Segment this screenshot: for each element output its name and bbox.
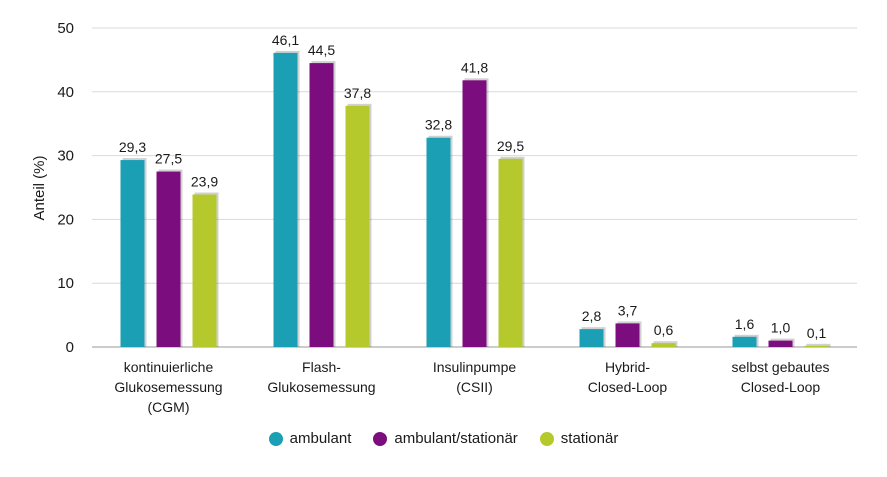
data-label: 2,8 xyxy=(582,308,602,324)
x-category-label: selbst gebautes xyxy=(731,359,829,375)
x-category-label: Hybrid- xyxy=(605,359,650,375)
x-category-label: Flash- xyxy=(302,359,341,375)
x-category-label: Insulinpumpe xyxy=(433,359,516,375)
bar xyxy=(426,137,451,347)
bar xyxy=(768,340,793,347)
y-tick-label: 10 xyxy=(57,275,74,292)
bar xyxy=(192,194,217,347)
x-category-label: Closed-Loop xyxy=(588,379,668,395)
legend-item: ambulant xyxy=(268,430,352,447)
y-tick-label: 0 xyxy=(66,339,74,356)
data-label: 46,1 xyxy=(272,32,299,48)
legend-label: stationär xyxy=(560,430,619,447)
legend-label: ambulant/stationär xyxy=(394,430,518,447)
bar xyxy=(732,336,757,347)
bar xyxy=(804,345,829,347)
bar xyxy=(273,52,298,348)
bar xyxy=(156,171,181,347)
bar xyxy=(309,63,334,348)
data-label: 41,8 xyxy=(461,59,488,75)
x-category-label: Glukosemessung xyxy=(114,379,222,395)
legend-item: stationär xyxy=(539,430,619,447)
bar-shadow xyxy=(806,343,831,347)
bar xyxy=(615,323,640,347)
x-category-label: Closed-Loop xyxy=(741,379,821,395)
data-label: 37,8 xyxy=(344,85,371,101)
legend-label: ambulant xyxy=(289,430,352,447)
data-label: 44,5 xyxy=(308,42,335,58)
legend-item: ambulant/stationär xyxy=(373,430,518,447)
legend-swatch xyxy=(539,431,554,446)
x-category-label: kontinuierliche xyxy=(124,359,214,375)
legend-swatch xyxy=(268,431,283,446)
x-category-label: (CSII) xyxy=(456,379,493,395)
y-tick-label: 30 xyxy=(57,148,74,165)
y-tick-label: 40 xyxy=(57,84,74,101)
y-tick-label: 50 xyxy=(57,20,74,37)
bar xyxy=(120,160,145,347)
bar xyxy=(345,105,370,347)
data-label: 3,7 xyxy=(618,302,638,318)
data-label: 32,8 xyxy=(425,117,452,133)
data-label: 29,3 xyxy=(119,139,146,155)
bar xyxy=(498,158,523,347)
data-label: 23,9 xyxy=(191,174,218,190)
y-axis-title: Anteil (%) xyxy=(31,155,48,220)
x-category-label: Glukosemessung xyxy=(267,379,375,395)
bar xyxy=(462,80,487,347)
data-label: 1,0 xyxy=(771,320,791,336)
data-label: 1,6 xyxy=(735,316,755,332)
y-tick-label: 20 xyxy=(57,211,74,228)
data-label: 0,6 xyxy=(654,322,674,338)
bar xyxy=(579,329,604,347)
bar xyxy=(651,343,676,347)
data-label: 29,5 xyxy=(497,138,524,154)
legend-swatch xyxy=(373,431,388,446)
legend: ambulant ambulant/stationär stationär xyxy=(0,430,887,447)
x-category-label: (CGM) xyxy=(148,399,190,415)
data-label: 27,5 xyxy=(155,151,182,167)
data-label: 0,1 xyxy=(807,325,827,341)
